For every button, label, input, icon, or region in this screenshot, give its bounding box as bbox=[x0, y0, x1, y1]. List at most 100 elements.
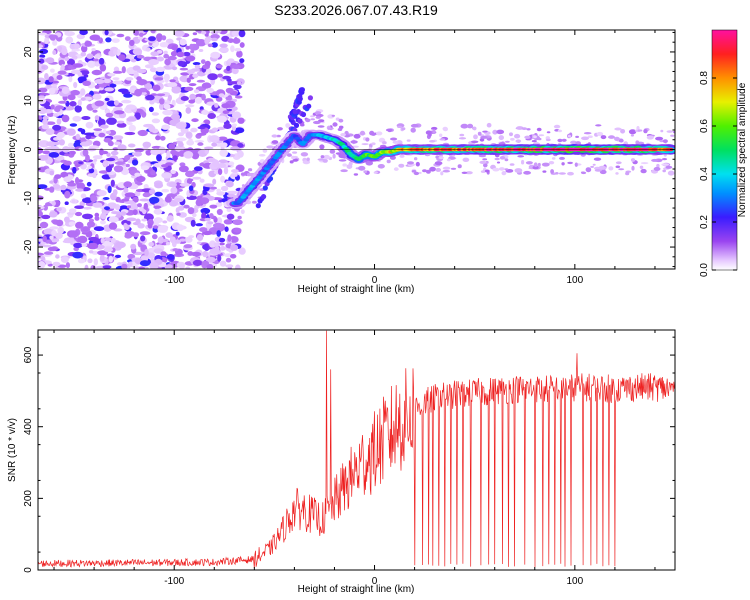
heatmap-cell bbox=[206, 263, 214, 269]
heatmap-cell bbox=[116, 120, 125, 124]
heatmap-cell bbox=[204, 217, 211, 222]
heatmap-cell bbox=[72, 166, 77, 174]
heatmap-cell bbox=[215, 64, 223, 69]
heatmap-cell bbox=[637, 129, 643, 132]
heatmap-cell bbox=[217, 73, 223, 78]
heatmap-cell bbox=[640, 168, 647, 174]
heatmap-cell bbox=[465, 171, 473, 175]
heatmap-cell bbox=[300, 111, 307, 118]
heatmap-cell bbox=[442, 166, 451, 170]
heatmap-cell bbox=[175, 188, 183, 192]
heatmap-cell bbox=[226, 208, 232, 213]
heatmap-cell bbox=[120, 211, 127, 216]
heatmap-cell bbox=[639, 165, 644, 169]
heatmap-cell bbox=[105, 112, 114, 118]
heatmap-cell bbox=[38, 107, 47, 115]
heatmap-cell bbox=[524, 135, 531, 139]
heatmap-cell bbox=[234, 95, 243, 99]
heatmap-cell bbox=[116, 33, 125, 38]
heatmap-cell bbox=[492, 129, 498, 135]
heatmap-cell bbox=[55, 232, 63, 239]
heatmap-cell bbox=[201, 30, 207, 35]
heatmap-cell bbox=[315, 116, 321, 119]
heatmap-cell bbox=[108, 255, 114, 263]
heatmap-cell bbox=[643, 129, 648, 134]
heatmap-cell bbox=[219, 246, 226, 251]
heatmap-cell bbox=[594, 169, 602, 172]
heatmap-cell bbox=[536, 127, 542, 132]
heatmap-cell bbox=[87, 60, 96, 68]
heatmap-cell bbox=[618, 138, 624, 143]
heatmap-cell bbox=[665, 165, 673, 169]
heatmap-cell bbox=[84, 264, 89, 269]
heatmap-cell bbox=[137, 203, 142, 208]
heatmap-cell bbox=[102, 265, 112, 269]
heatmap-cell bbox=[126, 117, 137, 122]
heatmap-cell bbox=[219, 149, 228, 157]
heatmap-cell bbox=[137, 36, 144, 40]
heatmap-cell bbox=[194, 64, 201, 69]
heatmap-cell bbox=[198, 49, 204, 52]
heatmap-cell bbox=[517, 155, 525, 158]
heatmap-cell bbox=[57, 264, 67, 268]
heatmap-cell bbox=[56, 118, 62, 125]
heatmap-cell bbox=[258, 154, 266, 157]
heatmap-cell bbox=[353, 133, 361, 139]
heatmap-cell bbox=[144, 64, 154, 69]
heatmap-cell bbox=[514, 168, 523, 173]
heatmap-cell bbox=[286, 153, 292, 157]
heatmap-cell bbox=[94, 115, 100, 121]
heatmap-cell bbox=[162, 109, 174, 116]
heatmap-cell bbox=[231, 30, 241, 37]
heatmap-cell bbox=[52, 183, 61, 190]
heatmap-cell bbox=[45, 202, 51, 207]
heatmap-cell bbox=[353, 173, 359, 176]
heatmap-cell bbox=[173, 198, 183, 202]
heatmap-cell bbox=[44, 73, 49, 80]
heatmap-cell bbox=[179, 183, 191, 187]
heatmap-cell bbox=[150, 30, 156, 34]
heatmap-cell bbox=[230, 244, 239, 251]
heatmap-cell bbox=[203, 183, 215, 188]
heatmap-cell bbox=[52, 124, 62, 131]
heatmap-cell bbox=[262, 148, 268, 153]
heatmap-cell bbox=[73, 242, 83, 249]
heatmap-cell bbox=[39, 92, 50, 96]
heatmap-cell bbox=[631, 165, 635, 171]
heatmap-cell bbox=[87, 258, 93, 264]
heatmap-cell bbox=[161, 188, 170, 193]
heatmap-cell bbox=[337, 128, 343, 131]
heatmap-cell bbox=[218, 159, 228, 164]
heatmap-cell bbox=[58, 139, 65, 146]
heatmap-cell bbox=[136, 76, 142, 81]
heatmap-cell bbox=[38, 77, 46, 85]
heatmap-cell bbox=[211, 142, 218, 147]
heatmap-cell bbox=[94, 84, 100, 89]
heatmap-cell bbox=[64, 201, 69, 205]
heatmap-cell bbox=[150, 51, 159, 57]
heatmap-cell bbox=[338, 118, 344, 123]
heatmap-cell bbox=[104, 87, 115, 92]
heatmap-cell bbox=[189, 43, 194, 49]
heatmap-cell bbox=[175, 231, 180, 236]
heatmap-cell bbox=[587, 135, 593, 138]
heatmap-cell bbox=[38, 32, 48, 36]
heatmap-cell bbox=[220, 185, 229, 192]
heatmap-cell bbox=[165, 264, 173, 269]
heatmap-cell bbox=[233, 84, 242, 90]
heatmap-cell bbox=[235, 264, 241, 269]
heatmap-cell bbox=[97, 250, 109, 256]
heatmap-cell bbox=[541, 162, 550, 167]
heatmap-cell bbox=[144, 249, 149, 257]
heatmap-cell bbox=[191, 118, 199, 123]
heatmap-cell bbox=[148, 125, 156, 132]
heatmap-cell bbox=[142, 208, 147, 215]
heatmap-cell bbox=[170, 170, 176, 174]
heatmap-cell bbox=[81, 45, 88, 53]
heatmap-cell bbox=[148, 59, 159, 66]
heatmap-cell bbox=[175, 207, 180, 214]
heatmap-cell bbox=[105, 37, 112, 43]
heatmap-cell bbox=[70, 150, 76, 155]
heatmap-cell bbox=[165, 232, 173, 239]
heatmap-cell bbox=[161, 124, 170, 130]
